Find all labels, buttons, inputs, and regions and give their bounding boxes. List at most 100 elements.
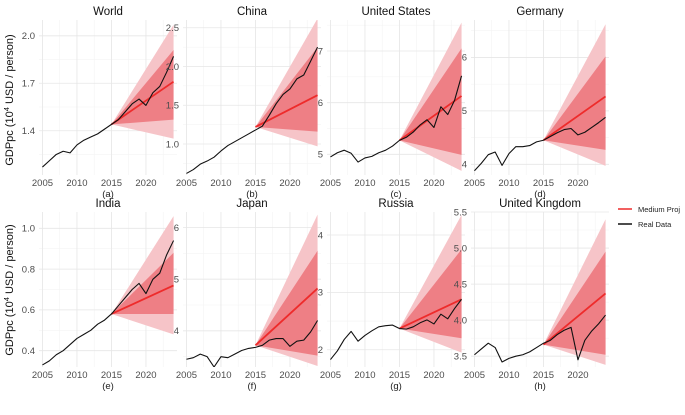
x-tick-label: 2020 (279, 178, 300, 189)
panel-sub-label: (a) (102, 189, 114, 200)
projection-band-inner (399, 249, 462, 339)
x-tick-label: 2020 (567, 370, 588, 381)
legend-medium-label: Medium Proj (638, 205, 680, 214)
panel-6: 2005 2010 2015 2020 4 5 6 Japan (f) (174, 198, 321, 392)
y-tick-label: 4 (462, 160, 467, 171)
x-tick-label: 2020 (135, 370, 156, 381)
real-data-line (42, 240, 175, 366)
panel-sub-label: (e) (102, 381, 114, 392)
panel-marks (474, 24, 607, 172)
medium-projection-line (254, 287, 319, 346)
y-tick-label: 2 (318, 345, 323, 356)
panel-7: 2005 2010 2015 2020 2 3 4 Russia (g) (318, 198, 465, 392)
y-tick-label: 5.0 (454, 243, 467, 254)
x-tick-label: 2010 (210, 178, 231, 189)
y-axis-title-bottom-sup: 4 (2, 297, 11, 301)
y-axis-title-bottom-main: GDPpc (10 (4, 301, 16, 355)
x-tick-label: 2015 (389, 178, 410, 189)
y-tick-label: 4.0 (454, 315, 467, 326)
projection-band-inner (111, 252, 174, 314)
x-tick-label: 2005 (176, 178, 197, 189)
panel-marks (186, 20, 319, 174)
x-tick-label: 2015 (533, 178, 554, 189)
panel-sub-label: (f) (248, 381, 257, 392)
medium-projection-line (398, 95, 463, 142)
panel-sub-label: (c) (390, 189, 401, 200)
y-tick-label: 0.8 (22, 264, 35, 275)
x-tick-label: 2010 (66, 178, 87, 189)
x-tick-label: 2010 (354, 370, 375, 381)
y-tick-label: 5 (462, 106, 467, 117)
y-tick-label: 4.5 (454, 279, 467, 290)
x-tick-label: 2010 (66, 370, 87, 381)
x-tick-label: 2015 (245, 178, 266, 189)
y-axis-title-bottom: GDPpc (104 USD / person) (2, 224, 16, 355)
x-tick-label: 2020 (423, 370, 444, 381)
medium-projection-line (111, 284, 174, 315)
real-data-line (42, 56, 175, 168)
panel-marks (330, 214, 462, 360)
y-tick-label: 3 (318, 288, 323, 299)
panel-1: 2005 2010 2015 2020 1.4 1.7 2.0 World (a) (22, 6, 177, 200)
panel-3: 2005 2010 2015 2020 5 6 7 United States (c) (318, 6, 465, 200)
y-axis-title-top-rest: USD / person) (4, 34, 16, 107)
medium-projection-line (542, 95, 607, 141)
y-axis-title-bottom-rest: USD / person) (4, 224, 16, 297)
real-data-line (186, 320, 319, 367)
panel-title: Russia (378, 198, 414, 210)
panel-sub-label: (d) (534, 189, 546, 200)
panel-title: Japan (236, 198, 267, 210)
y-tick-label: 2.0 (22, 31, 35, 42)
panel-title: World (93, 6, 123, 18)
projection-band-inner (111, 50, 174, 125)
y-tick-label: 4 (318, 230, 323, 241)
projection-band-inner (255, 250, 318, 356)
y-tick-label: 5.5 (454, 207, 467, 218)
panel-marks (42, 216, 175, 366)
panel-sub-label: (g) (390, 381, 402, 392)
x-tick-label: 2020 (423, 178, 444, 189)
x-tick-label: 2015 (389, 370, 410, 381)
panel-title: United Kingdom (499, 198, 581, 210)
y-tick-label: 0.4 (22, 346, 35, 357)
medium-projection-line (542, 292, 607, 346)
x-tick-label: 2005 (320, 370, 341, 381)
y-axis-title-top: GDPpc (104 USD / person) (2, 34, 16, 165)
x-tick-label: 2010 (498, 370, 519, 381)
real-data-line (330, 298, 462, 360)
x-tick-label: 2005 (320, 178, 341, 189)
y-tick-label: 0.6 (22, 305, 35, 316)
x-tick-label: 2020 (135, 178, 156, 189)
y-tick-label: 6 (462, 53, 467, 64)
projection-band-inner (543, 56, 606, 150)
y-tick-label: 1.5 (166, 101, 179, 112)
y-tick-label: 5 (174, 274, 179, 285)
panel-2: 2005 2010 2015 2020 1.0 1.5 2.0 2.5 China (b) (166, 6, 321, 200)
panel-title: United States (361, 6, 430, 18)
panel-marks (186, 214, 319, 367)
panel-marks (42, 24, 175, 168)
real-data-line (330, 75, 463, 163)
panel-8: 2005 2010 2015 2020 3.5 4.0 4.5 5.0 5.5 United Ki… (454, 198, 609, 392)
panel-4: 2005 2010 2015 2020 4 5 6 Germany (d) (462, 6, 609, 200)
medium-projection-line (110, 80, 175, 126)
real-data-line (186, 46, 319, 174)
y-axis-title-top-sup: 4 (2, 107, 11, 111)
x-tick-label: 2015 (101, 370, 122, 381)
y-tick-label: 2.5 (166, 23, 179, 34)
panel-5: 2005 2010 2015 2020 0.4 0.6 0.8 1.0 India (e) (22, 198, 177, 392)
x-tick-label: 2010 (210, 370, 231, 381)
x-tick-label: 2005 (464, 178, 485, 189)
panel-sub-label: (b) (246, 189, 258, 200)
legend: Medium Proj Real Data (618, 205, 680, 229)
x-tick-label: 2005 (176, 370, 197, 381)
panel-title: China (237, 6, 268, 18)
x-tick-label: 2015 (533, 370, 554, 381)
x-tick-label: 2010 (354, 178, 375, 189)
y-tick-label: 6 (318, 98, 323, 109)
legend-real-label: Real Data (638, 220, 672, 229)
y-tick-label: 7 (318, 46, 323, 57)
y-tick-label: 1.7 (22, 79, 35, 90)
y-tick-label: 1.0 (22, 224, 35, 235)
